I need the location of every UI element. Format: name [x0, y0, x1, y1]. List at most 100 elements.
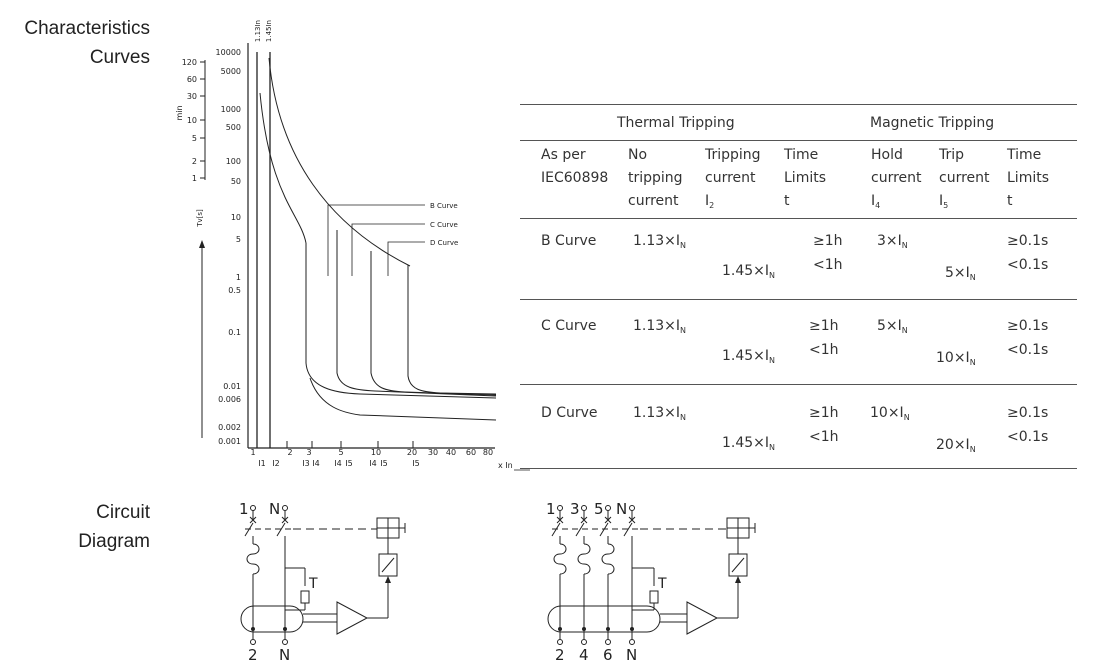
- thermal-curve-lower: [259, 92, 307, 244]
- hold-value: 3×IN: [877, 233, 908, 250]
- col-header-time-limits-mag: Time Limits t: [1007, 147, 1049, 209]
- minute-ticks: 120 60 30 10 5 2 1: [182, 58, 205, 183]
- row-name: C Curve: [541, 318, 597, 334]
- minute-tick: 30: [187, 92, 197, 101]
- terminal-label: 1: [239, 500, 249, 518]
- table-rule: [520, 299, 1077, 300]
- curve-label: B Curve: [430, 202, 458, 210]
- e-curve-tail: [407, 265, 497, 395]
- seconds-tick: 0.5: [228, 286, 241, 295]
- curve-callouts: B Curve C Curve D Curve: [327, 202, 458, 276]
- x-sub-tick: I2: [272, 459, 279, 468]
- table-rule: [520, 468, 1077, 469]
- col-header-hold-current: Hold current I4: [871, 147, 922, 210]
- circuit-diagram-title: Circuit Diagram: [0, 498, 150, 556]
- x-sub-tick: I5: [345, 459, 352, 468]
- col-header-trip-current-mag: Trip current I5: [939, 147, 990, 210]
- mag-limit-1: ≥0.1s: [1007, 318, 1049, 334]
- x-axis-label: x In: [498, 461, 513, 470]
- x-tick: 30: [428, 448, 438, 457]
- minute-tick: 2: [192, 157, 197, 166]
- mag-limit-2: <0.1s: [1007, 257, 1049, 273]
- row-name: D Curve: [541, 405, 598, 421]
- thermal-tripping-header: Thermal Tripping: [617, 115, 735, 131]
- x-tick: 10: [371, 448, 381, 457]
- terminal-label: N: [626, 646, 637, 664]
- test-button-label: T: [308, 576, 318, 592]
- table-rule: [520, 384, 1077, 385]
- x-tick: 20: [407, 448, 417, 457]
- x-tick: 80: [483, 448, 493, 457]
- x-tick: 3: [306, 448, 311, 457]
- minute-tick: 10: [187, 116, 197, 125]
- seconds-tick: 100: [226, 157, 241, 166]
- junction-dot: [251, 627, 255, 631]
- x-sub-tick: I1: [258, 459, 265, 468]
- magnetic-tripping-header: Magnetic Tripping: [870, 115, 995, 131]
- arrow-head-icon: [735, 576, 741, 583]
- minute-tick: 60: [187, 75, 197, 84]
- seconds-tick: 0.1: [228, 328, 241, 337]
- terminal-label: 1: [546, 500, 556, 518]
- terminal-label: N: [279, 646, 290, 664]
- trip-value: 1.45×IN: [722, 263, 776, 280]
- no-trip-value: 1.13×IN: [633, 233, 687, 250]
- terminal-label: 2: [555, 646, 565, 664]
- hold-value: 10×IN: [870, 405, 910, 422]
- x-tick: 60: [466, 448, 476, 457]
- terminal-label: N: [616, 500, 627, 518]
- seconds-tick: 0.001: [218, 437, 241, 446]
- time-limit-1: ≥1h: [813, 233, 843, 249]
- time-limit-1: ≥1h: [809, 405, 839, 421]
- terminal-label: 4: [579, 646, 589, 664]
- seconds-tick: 0.002: [218, 423, 241, 432]
- seconds-tick: 10: [231, 213, 241, 222]
- arrow-head-icon: [385, 576, 391, 583]
- x-sub-tick: I4: [334, 459, 341, 468]
- mag-limit-1: ≥0.1s: [1007, 405, 1049, 421]
- x-tick: 1: [250, 448, 255, 457]
- label-145in: 1.45In: [265, 20, 273, 42]
- mag-limit-2: <0.1s: [1007, 429, 1049, 445]
- table-rule: [520, 218, 1077, 219]
- time-limit-2: <1h: [809, 342, 839, 358]
- title-line-1: Characteristics: [24, 18, 150, 39]
- col-header-trip-current: Tripping current I2: [705, 147, 761, 210]
- terminal-label: 3: [570, 500, 580, 518]
- minute-tick: 1: [192, 174, 197, 183]
- trip-value: 1.45×IN: [722, 348, 776, 365]
- circuit-diagram-2pole: 1 N T 2 N: [239, 500, 406, 664]
- time-limit-2: <1h: [809, 429, 839, 445]
- arrow-head-icon: [199, 240, 205, 248]
- no-trip-value: 1.13×IN: [633, 318, 687, 335]
- curve-label: D Curve: [430, 239, 458, 247]
- junction-dot: [630, 627, 634, 631]
- x-sub-tick: I3: [302, 459, 309, 468]
- x-sub-ticks: I1 I2 I3 I4 I4 I5 I4 I5 I5: [258, 459, 419, 468]
- row-name: B Curve: [541, 233, 597, 249]
- terminal-label: 2: [248, 646, 258, 664]
- terminal-label: 6: [603, 646, 613, 664]
- col-header-time-limits: Time Limits t: [784, 147, 826, 209]
- lowest-curve: [309, 377, 497, 421]
- junction-dot: [283, 627, 287, 631]
- curve-label: C Curve: [430, 221, 458, 229]
- minute-tick: 120: [182, 58, 197, 67]
- junction-dot: [582, 627, 586, 631]
- seconds-ticks: 10000 5000 1000 500 100 50 10 5 1 0.5 0.…: [216, 48, 241, 446]
- x-ticks: 1 2 3 5 10 20 30 40 60 80: [247, 441, 493, 457]
- seconds-tick: 500: [226, 123, 241, 132]
- seconds-tick: 1: [236, 273, 241, 282]
- minute-tick: 5: [192, 134, 197, 143]
- y-axis-label: Tv[s]: [196, 209, 204, 228]
- thermal-curve-upper: [268, 57, 411, 267]
- time-limit-2: <1h: [813, 257, 843, 273]
- col-header-no-trip: No tripping current: [628, 147, 683, 209]
- b-curve-tail: [305, 243, 497, 399]
- hold-value: 5×IN: [877, 318, 908, 335]
- time-limit-1: ≥1h: [809, 318, 839, 334]
- title-line-2: Diagram: [78, 531, 150, 552]
- x-sub-tick: I4: [312, 459, 319, 468]
- seconds-tick: 10000: [216, 48, 241, 57]
- table-rule: [520, 140, 1077, 141]
